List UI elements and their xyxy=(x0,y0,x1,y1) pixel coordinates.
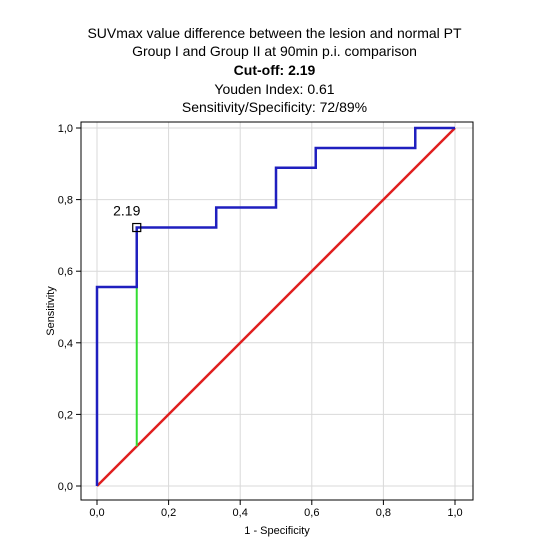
x-tick-label: 0,4 xyxy=(233,507,248,519)
chart-title-line-2: Group I and Group II at 90min p.i. compa… xyxy=(132,43,417,59)
x-tick-label: 1,0 xyxy=(447,507,462,519)
x-tick-label: 0,6 xyxy=(304,507,319,519)
y-tick-label: 0,4 xyxy=(58,338,73,350)
ticks: 0,0 0,2 0,4 0,6 0,8 1,0 0,0 0,2 0,4 0,6 0,8 1,0 xyxy=(58,123,463,519)
x-tick-label: 0,2 xyxy=(161,507,176,519)
cutoff-label: Cut-off: xyxy=(233,62,285,78)
cutoff-text: Cut-off: 2.19 xyxy=(0,61,549,79)
cutoff-marker xyxy=(132,222,142,233)
sensitivity-specificity-text: Sensitivity/Specificity: 72/89% xyxy=(181,99,368,115)
plot-frame xyxy=(80,121,474,501)
y-tick-label: 0,0 xyxy=(58,481,73,493)
y-tick-label: 1,0 xyxy=(58,123,73,135)
youden-index-text: Youden Index: 0.61 xyxy=(214,81,335,97)
y-tick-label: 0,6 xyxy=(58,266,73,278)
series-group: 2.19 xyxy=(95,126,456,487)
chart-title-line-1: SUVmax value difference between the lesi… xyxy=(87,25,462,41)
cutoff-marker-label: 2.19 xyxy=(113,203,140,219)
y-tick-label: 0,2 xyxy=(58,409,73,421)
y-tick-label: 0,8 xyxy=(58,195,73,207)
cutoff-value: 2.19 xyxy=(288,62,316,78)
roc-curve-line xyxy=(95,126,455,486)
y-axis-label: Sensitivity xyxy=(45,286,57,336)
reference-diagonal-line xyxy=(96,127,456,487)
x-tick-label: 0,8 xyxy=(376,507,391,519)
x-tick-label: 0,0 xyxy=(89,507,104,519)
x-axis-label: 1 - Specificity xyxy=(244,525,310,537)
